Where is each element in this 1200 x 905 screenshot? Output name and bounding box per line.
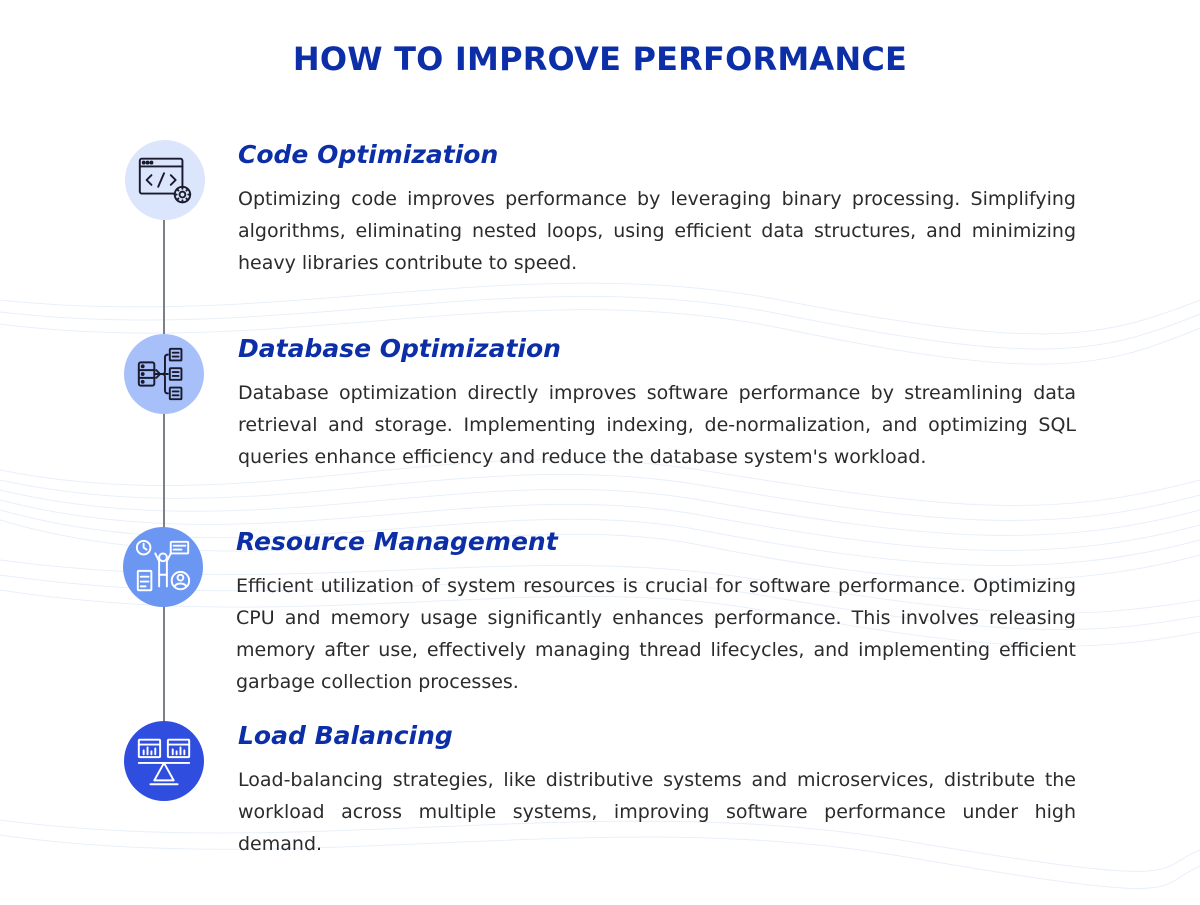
section-heading: Load Balancing	[238, 721, 453, 750]
section-body: Load-balancing strategies, like distribu…	[238, 769, 1076, 855]
section-heading: Database Optimization	[238, 334, 561, 363]
code-optimization-icon-circle	[125, 140, 205, 220]
section-database-optimization: Database Optimization Database optimizat…	[238, 334, 1076, 473]
database-hierarchy-icon	[137, 347, 183, 401]
page-title: HOW TO IMPROVE PERFORMANCE	[292, 40, 908, 78]
section-body: Optimizing code improves performance by …	[238, 188, 1076, 274]
load-balancing-icon-circle	[124, 721, 204, 801]
timeline-line	[163, 215, 165, 730]
section-heading: Code Optimization	[238, 140, 499, 169]
section-body: Database optimization directly improves …	[238, 382, 1076, 468]
code-window-icon	[138, 157, 192, 204]
database-optimization-icon-circle	[124, 334, 204, 414]
section-code-optimization: Code Optimization Optimizing code improv…	[238, 140, 1076, 279]
section-load-balancing: Load Balancing Load-balancing strategies…	[238, 721, 1076, 860]
load-balancing-icon	[137, 738, 191, 786]
resource-management-icon-circle	[123, 527, 203, 607]
section-heading: Resource Management	[236, 527, 558, 556]
section-resource-management: Resource Management Efficient utilizatio…	[236, 527, 1076, 698]
resource-management-icon	[135, 539, 191, 592]
section-body: Efficient utilization of system resource…	[236, 575, 1076, 693]
